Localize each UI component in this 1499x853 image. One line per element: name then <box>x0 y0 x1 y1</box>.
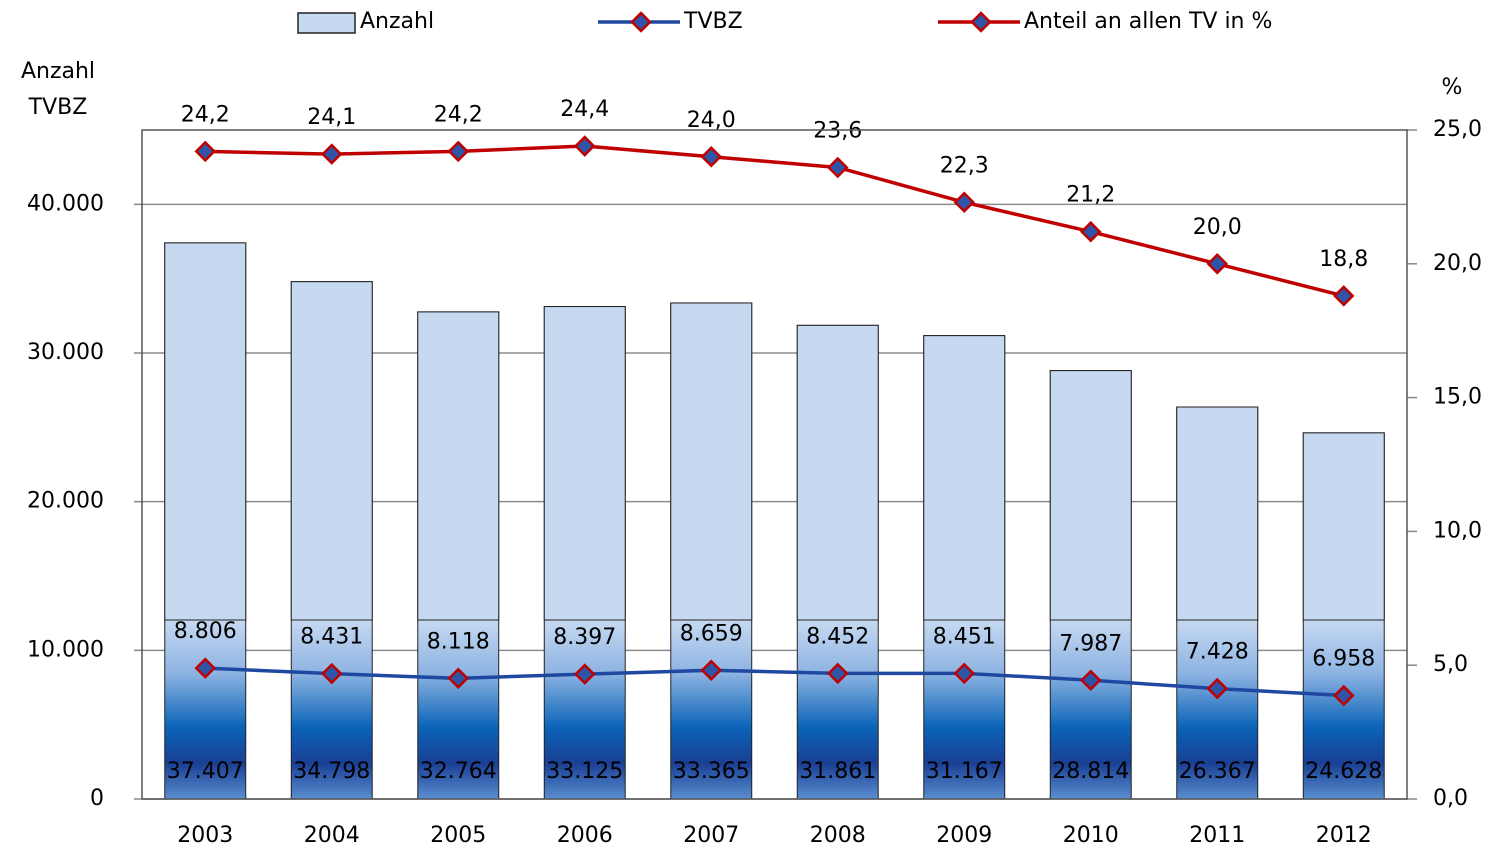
legend-label: Anzahl <box>360 9 434 34</box>
line-marker <box>826 156 849 179</box>
line-marker <box>573 135 596 157</box>
legend-marker <box>630 11 652 33</box>
bar-top <box>796 324 879 621</box>
y2-tick-label: 25,0 <box>1433 117 1482 142</box>
y2-tick-label: 10,0 <box>1433 518 1482 543</box>
line-marker <box>826 662 849 685</box>
line-marker <box>573 663 596 685</box>
line-marker <box>1206 677 1229 700</box>
bar-top <box>417 311 500 621</box>
line-marker <box>700 145 723 168</box>
line-value-label: 24,1 <box>307 105 356 130</box>
line-marker <box>1206 253 1229 275</box>
legend-swatch <box>297 12 356 34</box>
plot-border <box>141 129 1408 800</box>
y2-tick-label: 5,0 <box>1433 652 1468 677</box>
line-value-label: 8.806 <box>174 619 237 644</box>
line-value-label: 18,8 <box>1319 247 1368 272</box>
line-marker <box>953 191 976 214</box>
x-tick-label: 2012 <box>1316 823 1372 848</box>
line <box>205 666 1344 698</box>
bar-top <box>1302 432 1385 621</box>
line-value-label: 24,4 <box>560 97 609 122</box>
x-tick-label: 2006 <box>557 823 613 848</box>
x-tick-label: 2010 <box>1063 823 1119 848</box>
y2-axis-title: % <box>1442 75 1463 100</box>
line-marker <box>320 143 343 165</box>
line <box>205 144 1345 298</box>
line-value-label: 8.397 <box>553 625 616 650</box>
line-marker <box>1332 285 1355 307</box>
line-value-label: 8.431 <box>300 625 363 650</box>
bar-top <box>923 335 1006 621</box>
line-value-label: 24,2 <box>434 102 483 127</box>
line-marker <box>194 657 217 679</box>
y-tick-label: 30.000 <box>27 340 104 365</box>
y-tick-label: 20.000 <box>27 489 104 514</box>
line-marker <box>700 659 723 682</box>
y-axis-title: Anzahl <box>21 59 95 84</box>
x-tick-label: 2005 <box>430 823 486 848</box>
bar-value-label: 32.764 <box>420 759 497 784</box>
line-value-label: 24,2 <box>181 102 230 127</box>
line-marker <box>320 662 343 685</box>
y-tick-label: 10.000 <box>27 637 104 662</box>
line-marker <box>447 140 470 163</box>
y-tick-label: 40.000 <box>27 191 104 216</box>
line-value-label: 6.958 <box>1312 647 1375 672</box>
line-marker <box>953 662 976 685</box>
bar-top <box>670 302 753 621</box>
bar-value-label: 33.365 <box>673 759 750 784</box>
bar-top <box>1176 406 1259 621</box>
bar-value-label: 28.814 <box>1052 759 1129 784</box>
y-tick-label: 0 <box>90 786 104 811</box>
y2-tick-label: 0,0 <box>1433 786 1468 811</box>
x-tick-label: 2007 <box>683 823 739 848</box>
bar-top <box>1049 370 1132 621</box>
bar-value-label: 31.167 <box>926 759 1003 784</box>
bar-top <box>543 306 626 621</box>
line-marker <box>1079 220 1102 243</box>
line-value-label: 8.118 <box>427 629 490 654</box>
bar-top <box>290 281 373 621</box>
line-value-label: 8.659 <box>680 621 743 646</box>
legend-label: TVBZ <box>683 9 743 34</box>
line-marker <box>1332 684 1355 707</box>
bar-value-label: 24.628 <box>1305 759 1382 784</box>
legend-label: Anteil an allen TV in % <box>1024 9 1272 34</box>
line-value-label: 20,0 <box>1193 215 1242 240</box>
line-marker <box>447 667 470 690</box>
line-value-label: 8.452 <box>806 624 869 649</box>
line-value-label: 7.987 <box>1059 631 1122 656</box>
line-marker <box>1079 669 1102 692</box>
line-value-label: 8.451 <box>933 624 996 649</box>
line-value-label: 21,2 <box>1066 183 1115 208</box>
x-tick-label: 2004 <box>304 823 360 848</box>
x-tick-label: 2011 <box>1189 823 1245 848</box>
y-axis-title: TVBZ <box>28 95 88 120</box>
legend-marker <box>970 11 992 33</box>
bar-value-label: 26.367 <box>1179 759 1256 784</box>
line-value-label: 7.428 <box>1186 640 1249 665</box>
line-value-label: 22,3 <box>940 153 989 178</box>
bar-value-label: 34.798 <box>293 759 370 784</box>
x-tick-label: 2009 <box>936 823 992 848</box>
x-tick-label: 2003 <box>177 823 233 848</box>
bar-value-label: 31.861 <box>799 759 876 784</box>
bar-value-label: 37.407 <box>167 759 244 784</box>
bar-top <box>164 242 247 621</box>
line-value-label: 24,0 <box>687 108 736 133</box>
bar-value-label: 33.125 <box>546 759 623 784</box>
y2-tick-label: 15,0 <box>1433 385 1482 410</box>
x-tick-label: 2008 <box>810 823 866 848</box>
line-value-label: 23,6 <box>813 118 862 143</box>
y2-tick-label: 20,0 <box>1433 251 1482 276</box>
line-marker <box>194 140 217 163</box>
